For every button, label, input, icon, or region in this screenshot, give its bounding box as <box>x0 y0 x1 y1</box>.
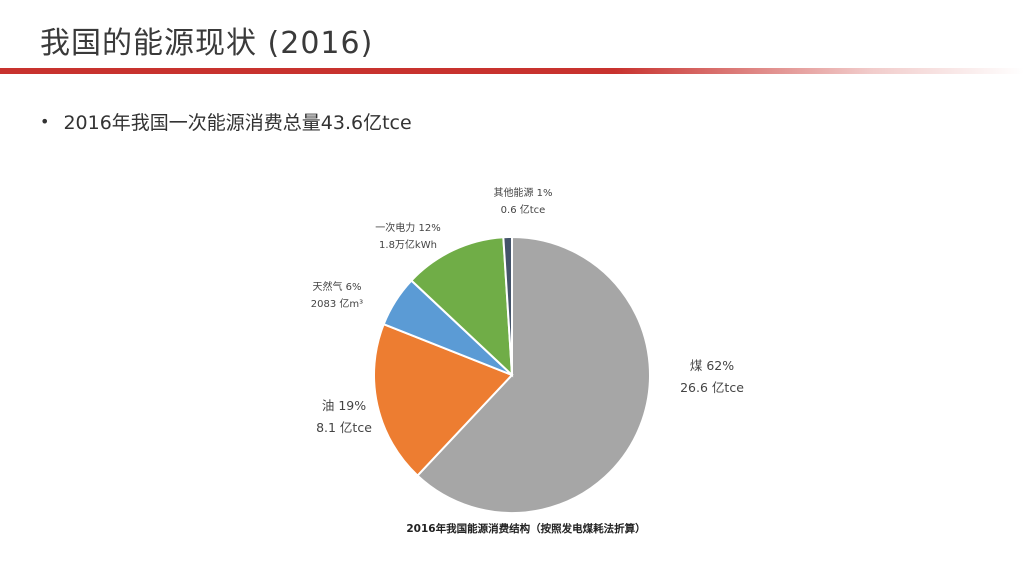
bullet-dot-icon: • <box>40 112 50 131</box>
title-rule <box>0 68 1024 74</box>
slice-label-oil: 油 19% <box>322 398 366 413</box>
pie-slice-coal <box>416 235 651 514</box>
slice-label-gas: 天然气 6% <box>312 280 361 293</box>
chart-caption: 2016年我国能源消费结构（按照发电煤耗法折算） <box>406 522 645 535</box>
pie-slice-power <box>409 236 514 378</box>
bullet-text: 2016年我国一次能源消费总量43.6亿tce <box>63 112 412 134</box>
slice-label-power: 一次电力 12% <box>375 221 440 234</box>
slice-value-gas: 2083 亿m³ <box>311 297 363 310</box>
slice-label-coal: 煤 62% <box>690 358 734 373</box>
slide-title: 我国的能源现状 (2016) <box>40 26 374 61</box>
slice-value-power: 1.8万亿kWh <box>379 238 437 251</box>
slice-label-other: 其他能源 1% <box>493 186 552 199</box>
bullet-item: • 2016年我国一次能源消费总量43.6亿tce <box>40 108 412 135</box>
slice-value-other: 0.6 亿tce <box>501 203 546 216</box>
pie-slice-other <box>502 235 513 376</box>
slice-value-coal: 26.6 亿tce <box>680 380 744 395</box>
slice-value-oil: 8.1 亿tce <box>316 420 372 435</box>
